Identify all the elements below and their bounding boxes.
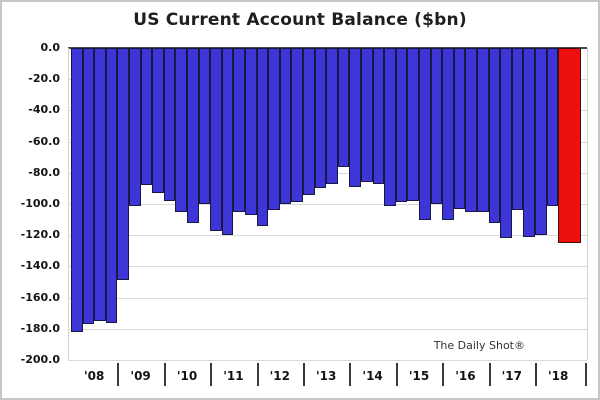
bar [117, 48, 129, 281]
bar [163, 48, 176, 201]
bar [465, 48, 477, 212]
x-tick-label: '18 [548, 369, 569, 383]
bar [442, 48, 454, 220]
bar [337, 48, 350, 167]
gridline [68, 328, 587, 330]
x-tick-label: '17 [501, 369, 522, 383]
y-tick-label: -180.0 [20, 321, 60, 335]
bar [430, 48, 443, 204]
bar [384, 48, 396, 206]
bar [82, 48, 95, 325]
bar [349, 48, 361, 187]
bar [477, 48, 489, 212]
x-tick-label: '11 [223, 369, 244, 383]
gridline [68, 235, 587, 237]
bar [187, 48, 199, 223]
gridline [68, 204, 587, 205]
y-tick-label: -60.0 [28, 134, 60, 148]
x-tick-label: '08 [84, 369, 105, 383]
y-tick-label: -120.0 [20, 228, 60, 242]
gridline [68, 297, 587, 299]
year-separator [395, 363, 398, 386]
bar [210, 48, 222, 231]
bar [233, 48, 245, 212]
x-tick-label: '16 [455, 369, 476, 383]
bar [303, 48, 315, 195]
x-tick-label: '10 [176, 369, 198, 383]
x-tick-label: '13 [316, 369, 337, 383]
bar [326, 48, 338, 184]
y-tick-label: -80.0 [28, 165, 60, 179]
y-tick-label: -140.0 [20, 259, 60, 273]
watermark: The Daily Shot® [433, 339, 525, 352]
bar [105, 48, 118, 323]
x-tick-label: '15 [408, 369, 430, 383]
year-separator [303, 363, 305, 386]
y-tick-label: 0.0 [40, 41, 61, 54]
bar [256, 48, 269, 226]
y-tick-label: -100.0 [20, 197, 60, 210]
year-separator [210, 363, 213, 386]
highlight-bar [558, 48, 582, 243]
y-tick-label: -20.0 [28, 72, 60, 86]
bar [546, 48, 559, 206]
bar [523, 48, 535, 237]
gridline [68, 266, 587, 268]
year-separator [535, 363, 537, 386]
bar [395, 48, 408, 203]
bar [279, 48, 292, 204]
bar [94, 48, 106, 321]
x-tick-label: '14 [362, 369, 383, 383]
bar [419, 48, 431, 220]
year-separator [349, 363, 352, 386]
bar [71, 48, 83, 332]
bar [535, 48, 547, 236]
bar [488, 48, 501, 223]
year-separator [585, 363, 587, 386]
bar [129, 48, 141, 206]
y-tick-label: -40.0 [28, 103, 60, 117]
bar [372, 48, 385, 184]
y-tick-label: -160.0 [20, 290, 60, 304]
chart-title: US Current Account Balance ($bn) [133, 10, 467, 30]
bar [245, 48, 257, 215]
bar [453, 48, 466, 209]
year-separator [117, 363, 120, 386]
right-axis-line [587, 48, 588, 360]
bar [314, 48, 327, 189]
bar [152, 48, 164, 194]
bar [511, 48, 524, 211]
bar [407, 48, 419, 201]
bar [175, 48, 187, 212]
x-tick-label: '12 [269, 369, 290, 383]
bar [221, 48, 234, 236]
x-tick-label: '09 [130, 369, 151, 383]
gridline [68, 360, 587, 361]
bar [268, 48, 280, 211]
bar [198, 48, 211, 204]
bar [500, 48, 512, 239]
bar [140, 48, 153, 186]
bar [291, 48, 303, 203]
year-separator [163, 363, 166, 386]
y-axis-line [68, 48, 69, 360]
year-separator [442, 363, 445, 386]
bar [361, 48, 373, 183]
year-separator [256, 363, 259, 386]
y-tick-label: -200.0 [20, 353, 60, 366]
year-separator [488, 363, 491, 386]
